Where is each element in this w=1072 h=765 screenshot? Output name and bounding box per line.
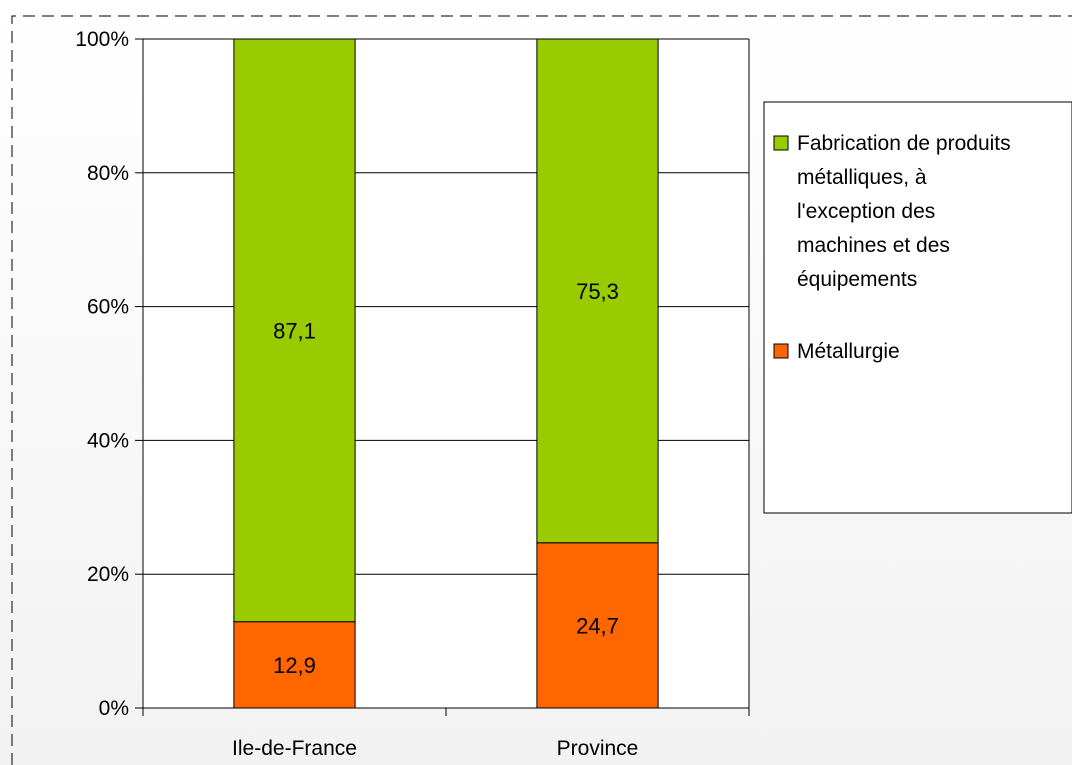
legend: Fabrication de produits métalliques, à l'e…: [763, 101, 1072, 514]
x-tick-label: Ile-de-France: [232, 737, 357, 760]
legend-label: l'exception des: [797, 200, 935, 223]
bar-segment: [536, 542, 659, 709]
data-label: 75,3: [576, 279, 619, 304]
data-label: 12,9: [273, 653, 316, 678]
legend-swatch: [773, 135, 789, 151]
y-tick-label: 80%: [87, 162, 129, 185]
y-tick-label: 100%: [75, 28, 129, 51]
legend-label: équipements: [797, 268, 917, 291]
bar-segment: [233, 38, 356, 623]
data-label: 24,7: [576, 613, 619, 638]
axes: 0% 20% 40% 60% 80% 100% Ile-de-France Province: [75, 28, 750, 760]
legend-swatch: [773, 343, 789, 359]
bars: 12,9 87,1 24,7 75,3: [233, 38, 659, 709]
legend-box: [763, 101, 1072, 514]
x-tick-label: Province: [557, 737, 639, 760]
chart-border: [11, 15, 1072, 765]
bar-segment: [233, 621, 356, 709]
legend-label: machines et des: [797, 234, 950, 257]
data-label: 87,1: [273, 318, 316, 343]
y-tick-label: 40%: [87, 429, 129, 452]
y-tick-label: 60%: [87, 296, 129, 319]
legend-label: Métallurgie: [797, 340, 900, 363]
legend-label: Fabrication de produits: [797, 132, 1011, 155]
y-tick-label: 0%: [99, 697, 129, 720]
legend-label: métalliques, à: [797, 166, 927, 189]
bar-segment: [536, 38, 659, 544]
y-tick-label: 20%: [87, 563, 129, 586]
